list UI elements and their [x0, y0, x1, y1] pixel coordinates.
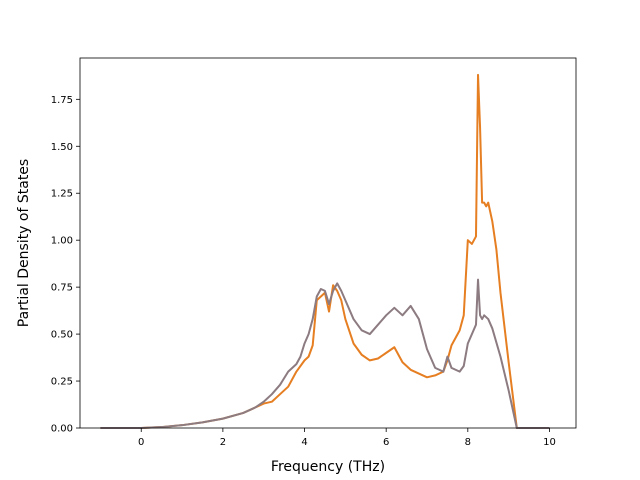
x-tick-label: 2 — [220, 437, 226, 448]
y-tick-label: 1.75 — [51, 95, 73, 106]
plot-area-background — [80, 58, 576, 428]
plot-frame — [79, 57, 577, 429]
series-line-1 — [100, 73, 550, 429]
y-tick-label: 0.00 — [51, 424, 73, 435]
y-tick-label: 0.50 — [51, 330, 73, 341]
x-tick-label: 10 — [543, 437, 556, 448]
x-tick-label: 0 — [138, 437, 144, 448]
x-tick-label: 6 — [383, 437, 389, 448]
y-tick-label: 0.25 — [51, 377, 73, 388]
series-layer — [100, 73, 550, 429]
y-tick-label: 1.00 — [51, 236, 73, 247]
y-axis-ticks: 0.00 0.25 0.50 0.75 1.00 1.25 1.50 1.75 — [51, 95, 80, 435]
x-tick-label: 8 — [465, 437, 471, 448]
x-tick-label: 4 — [301, 437, 307, 448]
y-tick-label: 1.25 — [51, 189, 73, 200]
x-axis-ticks: 0 2 4 6 8 10 — [138, 428, 556, 448]
y-tick-label: 1.50 — [51, 142, 73, 153]
y-tick-label: 0.75 — [51, 283, 73, 294]
y-axis-title: Partial Density of States — [16, 159, 32, 327]
x-axis-title: Frequency (THz) — [271, 459, 385, 475]
series-line-2 — [100, 278, 550, 429]
